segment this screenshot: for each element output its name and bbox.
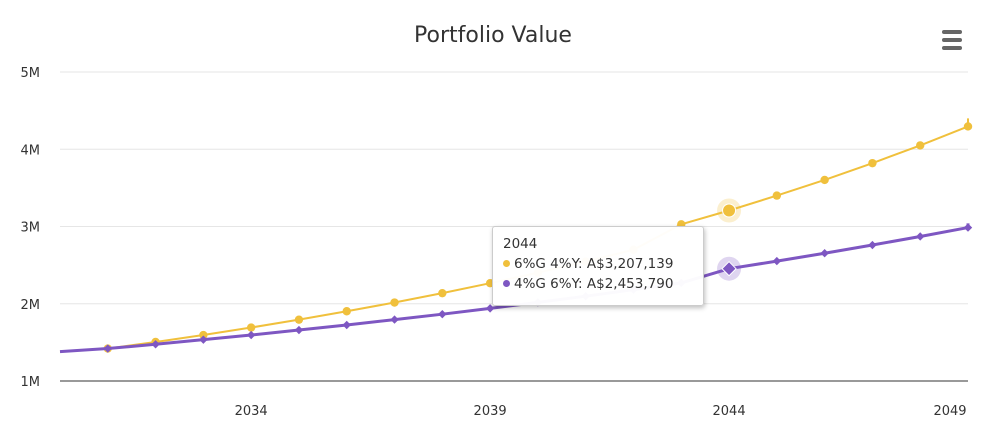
- y-tick-label: 5M: [21, 66, 41, 81]
- data-point-marker[interactable]: [103, 344, 112, 353]
- data-point-marker[interactable]: [772, 191, 782, 200]
- hover-point-marker[interactable]: [722, 203, 737, 218]
- tooltip-title: 2044: [503, 236, 538, 252]
- x-tick-label: 2049: [933, 404, 966, 419]
- tooltip: 2044 6%G 4%Y: A$3,207,139 4%G 6%Y: A$2,4…: [492, 226, 704, 306]
- data-point-marker[interactable]: [820, 249, 829, 258]
- y-tick-label: 2M: [21, 298, 41, 313]
- hamburger-menu-icon[interactable]: [938, 30, 966, 54]
- hover-markers: [717, 198, 742, 281]
- data-point-marker[interactable]: [485, 304, 495, 313]
- data-point-marker[interactable]: [390, 315, 399, 324]
- data-point-marker[interactable]: [820, 175, 829, 185]
- data-point-marker[interactable]: [868, 158, 877, 168]
- chart-title: Portfolio Value: [414, 23, 572, 48]
- data-point-marker[interactable]: [772, 256, 782, 266]
- tooltip-row-series-1: 6%G 4%Y: A$3,207,139: [503, 256, 693, 272]
- data-point-marker[interactable]: [438, 309, 447, 319]
- data-point-marker[interactable]: [342, 307, 351, 316]
- data-point-marker[interactable]: [294, 325, 304, 335]
- tooltip-row-label: 6%G 4%Y: A$3,207,139: [514, 256, 674, 272]
- data-point-marker[interactable]: [868, 240, 877, 250]
- data-point-marker[interactable]: [963, 122, 973, 131]
- hover-point-marker[interactable]: [721, 260, 737, 277]
- data-point-marker[interactable]: [199, 330, 208, 340]
- data-point-marker[interactable]: [390, 298, 399, 307]
- y-tick-label: 3M: [21, 221, 41, 236]
- x-tick-label: 2034: [235, 404, 268, 419]
- data-point-marker[interactable]: [294, 315, 304, 324]
- data-point-marker[interactable]: [246, 323, 256, 332]
- x-tick-label: 2039: [474, 404, 507, 419]
- y-tick-label: 1M: [21, 375, 41, 390]
- data-point-marker[interactable]: [916, 141, 925, 150]
- series-1-dot-icon: [503, 260, 510, 267]
- x-tick-label: 2044: [713, 404, 746, 419]
- y-tick-label: 4M: [21, 143, 41, 158]
- tooltip-row-series-2: 4%G 6%Y: A$2,453,790: [503, 276, 693, 292]
- x-axis-tick-labels: 2034 2039 2044 2049: [235, 404, 967, 419]
- data-point-marker[interactable]: [246, 330, 256, 340]
- data-point-marker[interactable]: [151, 340, 160, 349]
- data-point-marker[interactable]: [199, 335, 208, 344]
- y-axis-tick-labels: 1M 2M 3M 4M 5M: [21, 66, 41, 390]
- data-point-marker[interactable]: [342, 320, 351, 330]
- data-point-marker[interactable]: [438, 288, 447, 298]
- series-2-dot-icon: [503, 280, 510, 287]
- tooltip-row-label: 4%G 6%Y: A$2,453,790: [514, 276, 674, 292]
- data-point-marker[interactable]: [916, 232, 925, 241]
- data-point-marker[interactable]: [963, 223, 973, 232]
